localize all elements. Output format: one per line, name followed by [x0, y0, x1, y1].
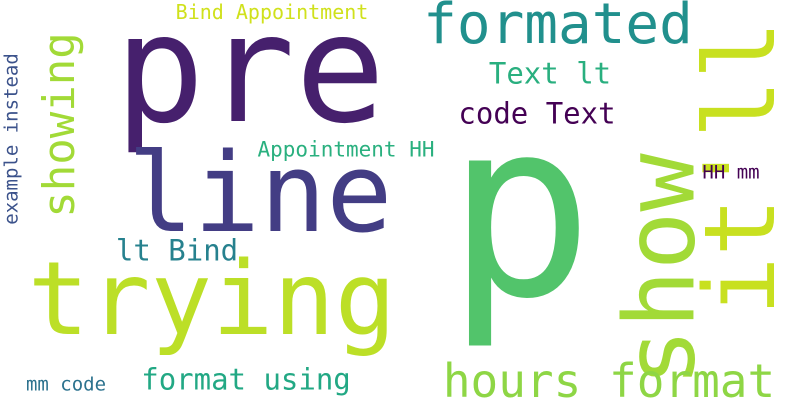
word-mm-code: mm code [25, 373, 107, 396]
word-example-instead: example instead [0, 53, 23, 225]
word-hours-format: hours format [442, 354, 776, 400]
word-text-lt: Text lt [488, 56, 612, 91]
word-hh-mm: HH mm [702, 161, 760, 184]
word-formated: formated [423, 0, 693, 57]
word-trying: trying [27, 240, 397, 359]
word-showing: showing [34, 32, 85, 218]
word-format-using: format using [141, 362, 351, 397]
word-p: p [446, 67, 594, 353]
word-lt-bind: lt Bind [115, 233, 239, 268]
word-line: line [127, 129, 393, 257]
word-bind-appointment: Bind Appointment [175, 0, 369, 24]
word-appointment-hh: Appointment HH [257, 137, 435, 162]
word-pre: pre [114, 0, 386, 157]
word-code-text: code Text [458, 96, 616, 131]
